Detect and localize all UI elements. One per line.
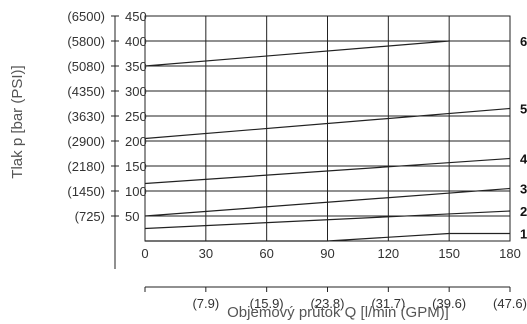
y-secondary-tick-label: (725) xyxy=(75,209,105,224)
y-tick-label: 150 xyxy=(125,159,147,174)
series-line-1 xyxy=(145,232,510,242)
x-secondary-tick-label: (23.8) xyxy=(311,296,345,311)
x-secondary-tick-label: (15.9) xyxy=(250,296,284,311)
grid xyxy=(144,15,511,242)
series-labels: 1 2 3 4 5 6 xyxy=(520,34,527,242)
x-tick-label: 30 xyxy=(199,246,213,261)
y-tick-label: 100 xyxy=(125,184,147,199)
axes xyxy=(111,15,511,292)
y-tick-label: 400 xyxy=(125,34,147,49)
series-label-3: 3 xyxy=(520,182,527,197)
y-secondary-tick-label: (2180) xyxy=(67,159,105,174)
y-secondary-tick-label: (3630) xyxy=(67,109,105,124)
series-line-6 xyxy=(144,40,450,67)
y-secondary-tick-label: (1450) xyxy=(67,184,105,199)
series-label-1: 1 xyxy=(520,227,527,242)
y-tick-label: 350 xyxy=(125,59,147,74)
y-axis-title: Tlak p [bar (PSI)] xyxy=(9,65,26,178)
x-tick-label: 90 xyxy=(320,246,334,261)
y-secondary-tick-label: (2900) xyxy=(67,134,105,149)
y-tick-label: 50 xyxy=(125,209,139,224)
x-tick-label: 150 xyxy=(438,246,460,261)
x-tick-label: 180 xyxy=(499,246,521,261)
x-tick-label: 120 xyxy=(377,246,399,261)
y-tick-label: 250 xyxy=(125,109,147,124)
x-tick-label: 60 xyxy=(259,246,273,261)
series-lines xyxy=(144,40,511,242)
x-secondary-tick-label: (31.7) xyxy=(371,296,405,311)
y-tick-label: 450 xyxy=(125,9,147,24)
series-line-5 xyxy=(144,107,511,140)
x-axis-title: Objemový průtok Q [l/min (GPM)] xyxy=(227,304,449,321)
series-label-2: 2 xyxy=(520,204,527,219)
x-tick-label: 0 xyxy=(141,246,148,261)
y-secondary-tick-label: (6500) xyxy=(67,9,105,24)
series-line-2 xyxy=(144,210,511,230)
series-label-5: 5 xyxy=(520,102,527,117)
series-line-4 xyxy=(144,157,511,185)
y-tick-label: 200 xyxy=(125,134,147,149)
y-secondary-tick-label: (5080) xyxy=(67,59,105,74)
tick-labels: 50100150200250300350400450(725)(1450)(21… xyxy=(67,9,527,311)
x-secondary-tick-label: (39.6) xyxy=(432,296,466,311)
x-secondary-tick-label: (47.6) xyxy=(493,296,527,311)
series-line-3 xyxy=(144,187,511,217)
y-secondary-tick-label: (4350) xyxy=(67,84,105,99)
y-tick-label: 300 xyxy=(125,84,147,99)
series-label-4: 4 xyxy=(520,152,527,167)
series-label-6: 6 xyxy=(520,34,527,49)
y-secondary-tick-label: (5800) xyxy=(67,34,105,49)
x-secondary-tick-label: (7.9) xyxy=(192,296,219,311)
